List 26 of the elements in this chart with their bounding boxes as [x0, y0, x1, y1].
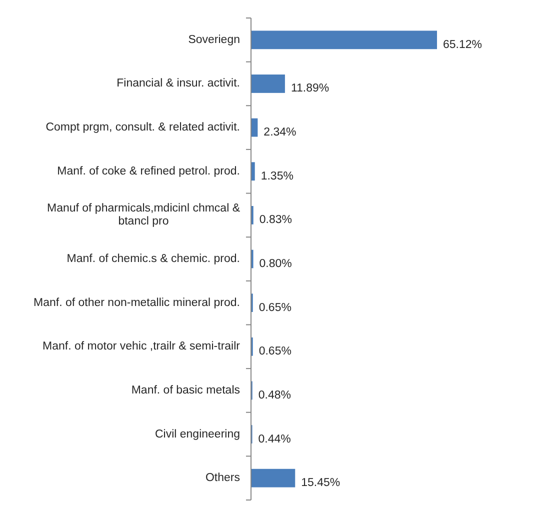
data-label: 11.89%	[290, 82, 330, 95]
y-tick-label: Financial & insur. activit.	[116, 78, 240, 90]
y-tick-label: Civil engineering	[154, 428, 240, 440]
bar	[251, 74, 285, 93]
bar	[251, 162, 255, 181]
data-label: 65.12%	[443, 38, 482, 51]
data-label: 2.34%	[264, 126, 296, 139]
y-tick-label: Manf. of basic metals	[131, 384, 240, 396]
y-tick-label: Manuf of pharmicals,mdicinl chmcal & btancl pro	[46, 202, 240, 228]
y-tick-label: Compt prgm, consult. & related activit.	[46, 122, 240, 134]
y-tick-label: Manf. of other non-metallic mineral prod.	[34, 296, 240, 309]
data-label: 15.45%	[301, 477, 340, 490]
bar	[251, 468, 296, 488]
data-label: 0.83%	[259, 214, 292, 226]
y-tick-label: Manf. of motor vehic ,trailr & semi-trailr	[42, 340, 240, 353]
y-tick-label: Manf. of chemic.s & chemic. prod.	[66, 253, 240, 265]
y-tick-label: Others	[205, 472, 240, 484]
data-label: 1.35%	[260, 170, 294, 182]
data-label: 0.80%	[259, 258, 292, 270]
data-label: 0.48%	[258, 389, 291, 402]
data-label: 0.65%	[258, 346, 292, 358]
y-tick-label: Soveriegn	[188, 34, 240, 46]
bar	[251, 30, 437, 50]
data-label: 0.65%	[258, 302, 292, 314]
data-label: 0.44%	[258, 433, 291, 446]
y-tick-label: Manf. of coke & refined petrol. prod.	[57, 165, 240, 178]
